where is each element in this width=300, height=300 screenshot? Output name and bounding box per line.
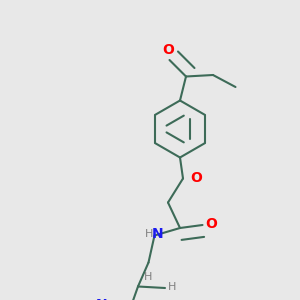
Text: N: N — [152, 227, 163, 241]
Text: O: O — [190, 172, 202, 185]
Text: H: H — [168, 281, 176, 292]
Text: H: H — [145, 229, 153, 239]
Text: N: N — [96, 298, 108, 300]
Text: H: H — [144, 272, 153, 282]
Text: O: O — [162, 43, 174, 57]
Text: O: O — [206, 217, 218, 230]
